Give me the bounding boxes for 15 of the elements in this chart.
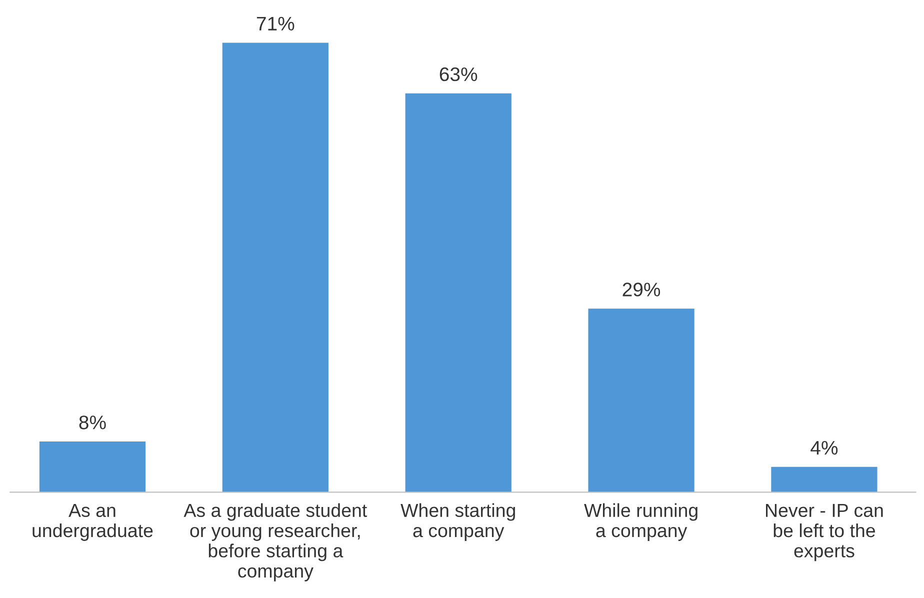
x-tick-label: When starting a company xyxy=(400,503,515,541)
bar xyxy=(405,93,512,492)
x-tick-label: Never - IP can be left to the experts xyxy=(766,504,883,562)
bar xyxy=(771,466,878,492)
x-tick-label: While running a company xyxy=(584,503,698,541)
data-label: 29% xyxy=(622,282,660,296)
bar xyxy=(588,308,694,492)
data-label: 8% xyxy=(79,416,106,430)
bar xyxy=(222,42,328,492)
data-label: 63% xyxy=(440,67,478,82)
data-label: 4% xyxy=(810,440,838,455)
x-tick-label: As an undergraduate xyxy=(32,504,153,541)
x-tick-label: As a graduate student or young researcher, before starting a company xyxy=(184,503,368,582)
bar xyxy=(39,442,146,492)
data-label: 71% xyxy=(256,16,294,30)
